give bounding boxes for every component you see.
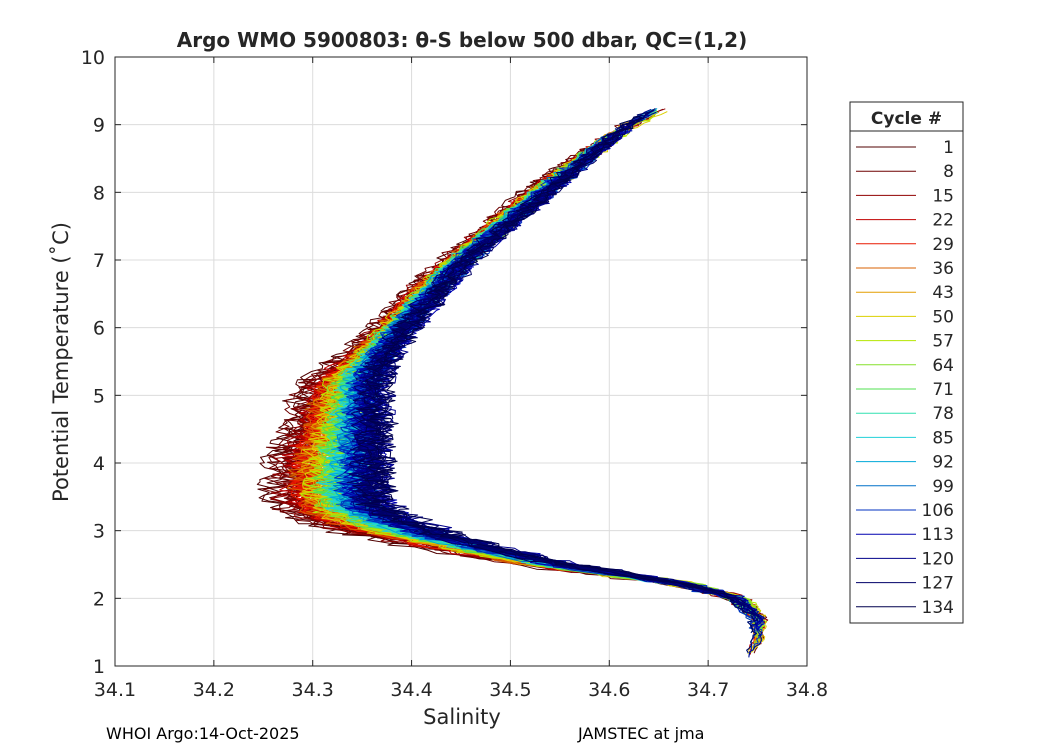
legend-entry: 50 xyxy=(932,307,954,327)
profile-cycle-50 xyxy=(299,139,703,590)
legend-entry: 127 xyxy=(922,574,954,594)
plot-frame xyxy=(114,56,808,667)
legend-entry: 57 xyxy=(932,332,954,352)
y-tick-label: 7 xyxy=(93,250,105,272)
legend-entry: 15 xyxy=(932,186,954,206)
x-tick-label: 34.8 xyxy=(786,679,828,701)
y-tick-label: 9 xyxy=(93,115,105,137)
legend-entry: 85 xyxy=(932,428,954,448)
legend-entry: 29 xyxy=(932,235,954,255)
x-tick-label: 34.1 xyxy=(94,679,136,701)
legend-entry: 134 xyxy=(922,598,954,618)
x-tick-label: 34.2 xyxy=(193,679,235,701)
profile-cycle-15 xyxy=(270,135,748,614)
y-tick-label: 4 xyxy=(93,453,105,475)
y-tick-label: 5 xyxy=(93,385,105,407)
legend-box xyxy=(849,101,964,624)
legend-entry: 22 xyxy=(932,211,954,231)
x-tick-label: 34.7 xyxy=(687,679,729,701)
y-tick-label: 8 xyxy=(93,182,105,204)
legend-entry: 64 xyxy=(932,356,954,376)
legend-entry: 92 xyxy=(932,453,954,473)
legend-entry: 71 xyxy=(932,380,954,400)
x-tick-label: 34.3 xyxy=(292,679,334,701)
legend-entry: 8 xyxy=(943,162,954,182)
legend-entry: 1 xyxy=(943,138,954,158)
x-tick-label: 34.5 xyxy=(489,679,531,701)
y-axis-label: Potential Temperature (˚C) xyxy=(49,222,73,502)
chart-title: Argo WMO 5900803: θ-S below 500 dbar, QC… xyxy=(177,28,747,52)
profile-cycle-128 xyxy=(368,110,762,619)
profile-cycle-134 xyxy=(361,119,700,588)
legend-entry: 78 xyxy=(932,404,954,424)
legend-entry: 106 xyxy=(922,501,954,521)
legend-entry: 99 xyxy=(932,477,954,497)
legend-entry: 43 xyxy=(932,283,954,303)
legend-entry: 120 xyxy=(922,549,954,569)
y-tick-label: 6 xyxy=(93,318,105,340)
profiles-plot-area xyxy=(256,107,769,658)
legend-entry: 36 xyxy=(932,259,954,279)
profile-cycle-133 xyxy=(368,116,734,596)
legend: Cycle #1 8 15 22 29 36 43 50 57 64 71 78 85 92 99 106 11… xyxy=(849,101,964,624)
x-tick-label: 34.4 xyxy=(390,679,432,701)
y-tick-label: 1 xyxy=(93,656,105,678)
footer-left: WHOI Argo:14-Oct-2025 xyxy=(106,724,300,743)
y-tick-label: 10 xyxy=(81,47,105,69)
legend-title: Cycle # xyxy=(871,109,942,129)
legend-entry: 113 xyxy=(922,525,954,545)
x-tick-label: 34.6 xyxy=(588,679,630,701)
footer-right: JAMSTEC at jma xyxy=(578,724,705,743)
x-axis-label: Salinity xyxy=(423,705,501,729)
y-tick-label: 3 xyxy=(93,521,105,543)
profile-cycle-130 xyxy=(355,109,715,594)
y-tick-label: 2 xyxy=(93,588,105,610)
axes: 34.1 34.2 34.3 34.4 34.5 34.6 34.7 34.8 1 2 3 4 5 6 7 8… xyxy=(81,47,828,701)
